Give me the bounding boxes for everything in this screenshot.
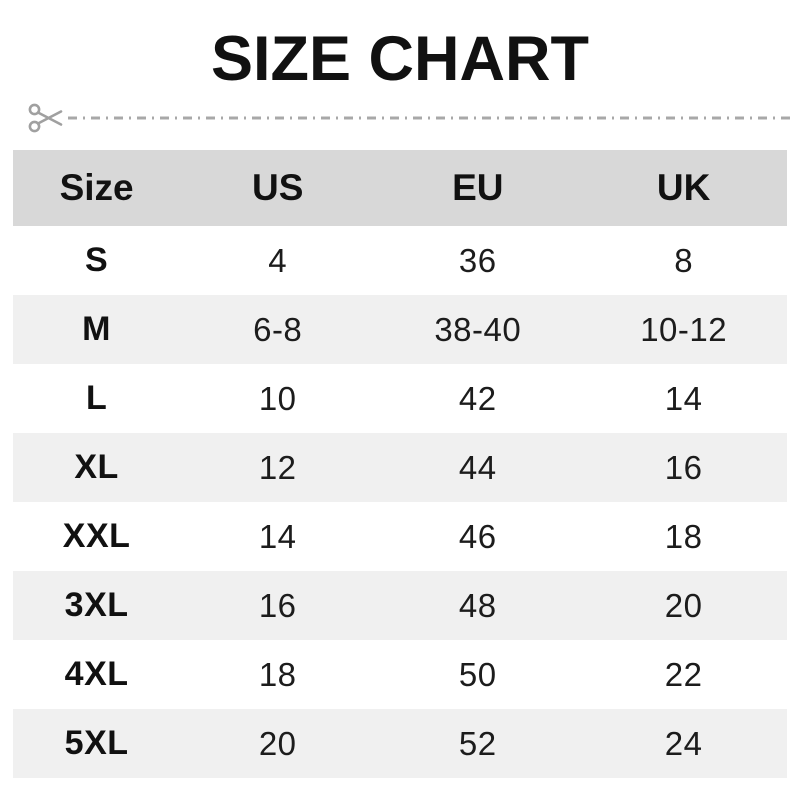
cut-line <box>0 102 800 134</box>
size-cell: 5XL <box>64 724 129 762</box>
table-row: M 6-8 38-40 10-12 <box>13 295 787 364</box>
size-cell: L <box>85 379 108 417</box>
size-cell: XL <box>74 448 119 486</box>
size-cell: M <box>82 310 111 348</box>
uk-value-cell: 10-12 <box>640 310 728 348</box>
uk-value-cell: 16 <box>664 448 703 486</box>
uk-value-cell: 18 <box>664 517 703 555</box>
table-row: XXL 14 46 18 <box>13 502 787 571</box>
size-cell: XXL <box>62 517 131 555</box>
us-value-cell: 6-8 <box>253 310 303 348</box>
header-cell-uk: UK <box>656 167 711 208</box>
table-row: XL 12 44 16 <box>13 433 787 502</box>
us-value-cell: 16 <box>258 586 297 624</box>
us-value-cell: 4 <box>268 241 288 279</box>
header-cell-eu: EU <box>452 167 504 208</box>
uk-value-cell: 22 <box>664 655 703 693</box>
size-cell: 3XL <box>64 586 129 624</box>
uk-value-cell: 20 <box>664 586 703 624</box>
us-value-cell: 20 <box>258 724 297 762</box>
us-value-cell: 12 <box>258 448 297 486</box>
eu-value-cell: 42 <box>458 379 497 417</box>
header-cell-size: Size <box>59 167 134 208</box>
table-row: L 10 42 14 <box>13 364 787 433</box>
eu-value-cell: 44 <box>458 448 497 486</box>
uk-value-cell: 8 <box>674 241 694 279</box>
uk-value-cell: 24 <box>664 724 703 762</box>
us-value-cell: 10 <box>258 379 297 417</box>
us-value-cell: 18 <box>258 655 297 693</box>
scissors-icon <box>28 103 63 133</box>
size-table: Size US EU UK S 4 36 8 M 6-8 38-40 10-12… <box>13 150 787 778</box>
eu-value-cell: 46 <box>458 517 497 555</box>
table-row: S 4 36 8 <box>13 226 787 295</box>
size-cell: S <box>84 241 109 279</box>
us-value-cell: 14 <box>258 517 297 555</box>
table-row: 4XL 18 50 22 <box>13 640 787 709</box>
uk-value-cell: 14 <box>664 379 703 417</box>
eu-value-cell: 36 <box>458 241 497 279</box>
table-row: 3XL 16 48 20 <box>13 571 787 640</box>
dashed-line <box>68 116 790 120</box>
eu-value-cell: 38-40 <box>434 310 522 348</box>
eu-value-cell: 52 <box>458 724 497 762</box>
size-cell: 4XL <box>64 655 129 693</box>
page-title: SIZE CHART <box>211 24 589 94</box>
table-row: 5XL 20 52 24 <box>13 709 787 778</box>
table-header-row: Size US EU UK <box>13 150 787 226</box>
header-cell-us: US <box>251 167 304 208</box>
eu-value-cell: 50 <box>458 655 497 693</box>
eu-value-cell: 48 <box>458 586 497 624</box>
